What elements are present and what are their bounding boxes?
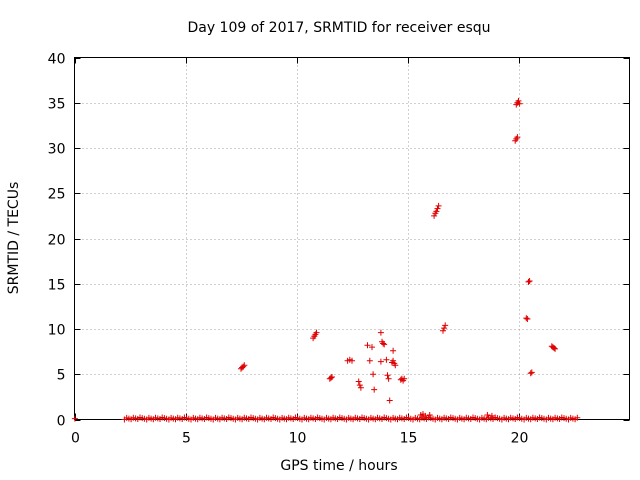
data-point [551,345,557,351]
data-point [377,329,384,336]
data-point [383,356,390,363]
data-point [370,371,377,378]
grid [74,57,630,420]
y-tick-label: 20 [48,233,66,249]
data-point [371,386,378,393]
data-point [574,414,581,421]
data-point [515,97,522,104]
data-point [313,329,320,336]
x-tick-label: 10 [289,431,307,447]
data-point [384,372,391,379]
x-tick-label: 20 [511,431,529,447]
x-tick-label: 0 [71,431,80,447]
data-point [433,208,440,215]
data-point [381,341,388,348]
data-point [524,316,531,322]
x-tick-labels: 0 5 10 15 20 [71,431,528,447]
x-axis-label: GPS time / hours [280,458,397,474]
data-point [527,370,534,377]
data-point [392,362,399,369]
y-tick-label: 30 [48,142,66,158]
y-tick-label: 5 [57,368,66,384]
data-point [349,357,355,364]
y-tick-label: 10 [48,323,66,339]
x-tick-label: 15 [400,431,418,447]
data-point [240,363,247,370]
data-point [442,322,449,329]
y-tick-label: 40 [48,52,66,68]
data-point [434,205,441,212]
axis-ticks [74,57,630,421]
data-point [401,375,408,382]
data-point [366,357,373,364]
data-point [356,382,363,389]
data-point [380,340,387,347]
data-point [241,362,248,369]
data-point [377,358,384,365]
data-point [526,278,533,284]
data-point [355,378,362,385]
data-point [431,212,438,219]
data-point [435,202,442,209]
data-point [327,374,334,381]
data-point [390,347,397,354]
y-axis-label: SRMTID / TECUs [6,182,22,295]
data-point [488,412,495,419]
data-point [440,327,446,334]
data-point [364,342,371,349]
data-point [369,344,375,351]
y-tick-label: 15 [48,278,66,294]
data-point [386,397,393,404]
data-point [357,384,364,391]
data-point [426,412,433,418]
x-tick-label: 5 [182,431,191,447]
data-point [516,100,523,107]
data-point [422,412,429,419]
data-point [441,325,448,332]
y-tick-label: 0 [57,414,66,430]
y-tick-label: 25 [48,187,66,203]
plot-frame [74,57,630,420]
data-point [514,134,521,141]
chart-title: Day 109 of 2017, SRMTID for receiver esq… [187,20,490,36]
data-point [528,369,535,376]
data-point [71,415,78,422]
data-point [390,357,397,364]
data-points [71,97,581,423]
data-point [484,412,491,418]
data-point [552,345,559,352]
data-point [525,278,532,285]
data-point [385,375,392,382]
data-point [329,374,335,380]
y-tick-label: 35 [48,97,66,113]
y-tick-labels: 0 5 10 15 20 25 30 35 40 [48,52,66,430]
data-point [523,315,530,322]
